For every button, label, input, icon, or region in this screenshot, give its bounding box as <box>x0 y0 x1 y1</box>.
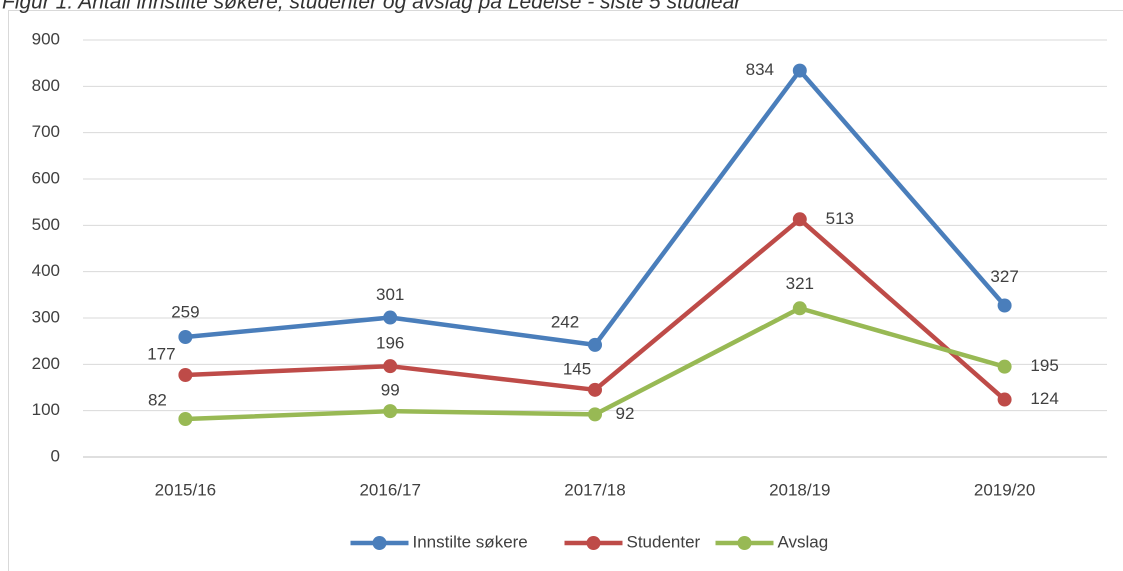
data-label: 301 <box>376 285 404 304</box>
data-point <box>997 359 1012 374</box>
x-tick-label: 2016/17 <box>359 480 420 499</box>
data-label: 513 <box>826 209 854 228</box>
data-point <box>178 329 193 344</box>
data-label: 196 <box>376 334 404 353</box>
data-label: 177 <box>147 344 175 363</box>
y-tick-label: 300 <box>32 307 60 326</box>
y-tick-label: 200 <box>32 354 60 373</box>
data-point <box>792 212 807 227</box>
data-point <box>178 367 193 382</box>
data-point <box>792 301 807 316</box>
data-point <box>588 382 602 397</box>
legend-marker <box>737 536 752 550</box>
data-label: 834 <box>746 60 774 79</box>
y-tick-label: 600 <box>32 168 60 187</box>
data-label: 82 <box>148 390 167 409</box>
data-label: 195 <box>1030 356 1058 375</box>
data-point <box>588 337 602 352</box>
data-label: 321 <box>786 274 814 293</box>
data-label: 124 <box>1030 389 1058 408</box>
data-label: 145 <box>563 359 591 378</box>
data-label: 99 <box>381 381 400 400</box>
y-tick-label: 0 <box>51 446 60 465</box>
data-point <box>383 404 398 419</box>
data-point <box>383 359 398 374</box>
chart-title: Figur 1: Antall innstilte søkere, studen… <box>2 0 742 14</box>
y-tick-label: 800 <box>32 76 60 95</box>
y-tick-label: 100 <box>32 400 60 419</box>
y-tick-label: 900 <box>32 29 60 48</box>
y-tick-label: 500 <box>32 215 60 234</box>
x-tick-label: 2015/16 <box>155 480 216 499</box>
x-tick-label: 2017/18 <box>564 480 625 499</box>
data-label: 92 <box>616 404 635 423</box>
y-tick-label: 400 <box>32 261 60 280</box>
data-label: 259 <box>171 302 199 321</box>
data-point <box>997 298 1012 313</box>
data-point <box>178 412 193 427</box>
data-point <box>383 310 398 325</box>
data-label: 242 <box>551 312 579 331</box>
data-point <box>792 63 807 78</box>
x-tick-label: 2019/20 <box>974 480 1035 499</box>
legend-marker <box>586 536 601 550</box>
data-label: 327 <box>990 267 1018 286</box>
chart-frame <box>8 10 1123 571</box>
legend-label: Innstilte søkere <box>413 532 528 551</box>
legend-label: Avslag <box>778 532 829 551</box>
y-tick-label: 700 <box>32 122 60 141</box>
data-point <box>997 392 1012 407</box>
legend-marker <box>372 536 387 550</box>
x-tick-label: 2018/19 <box>769 480 830 499</box>
data-point <box>588 407 602 422</box>
legend-label: Studenter <box>627 532 701 551</box>
